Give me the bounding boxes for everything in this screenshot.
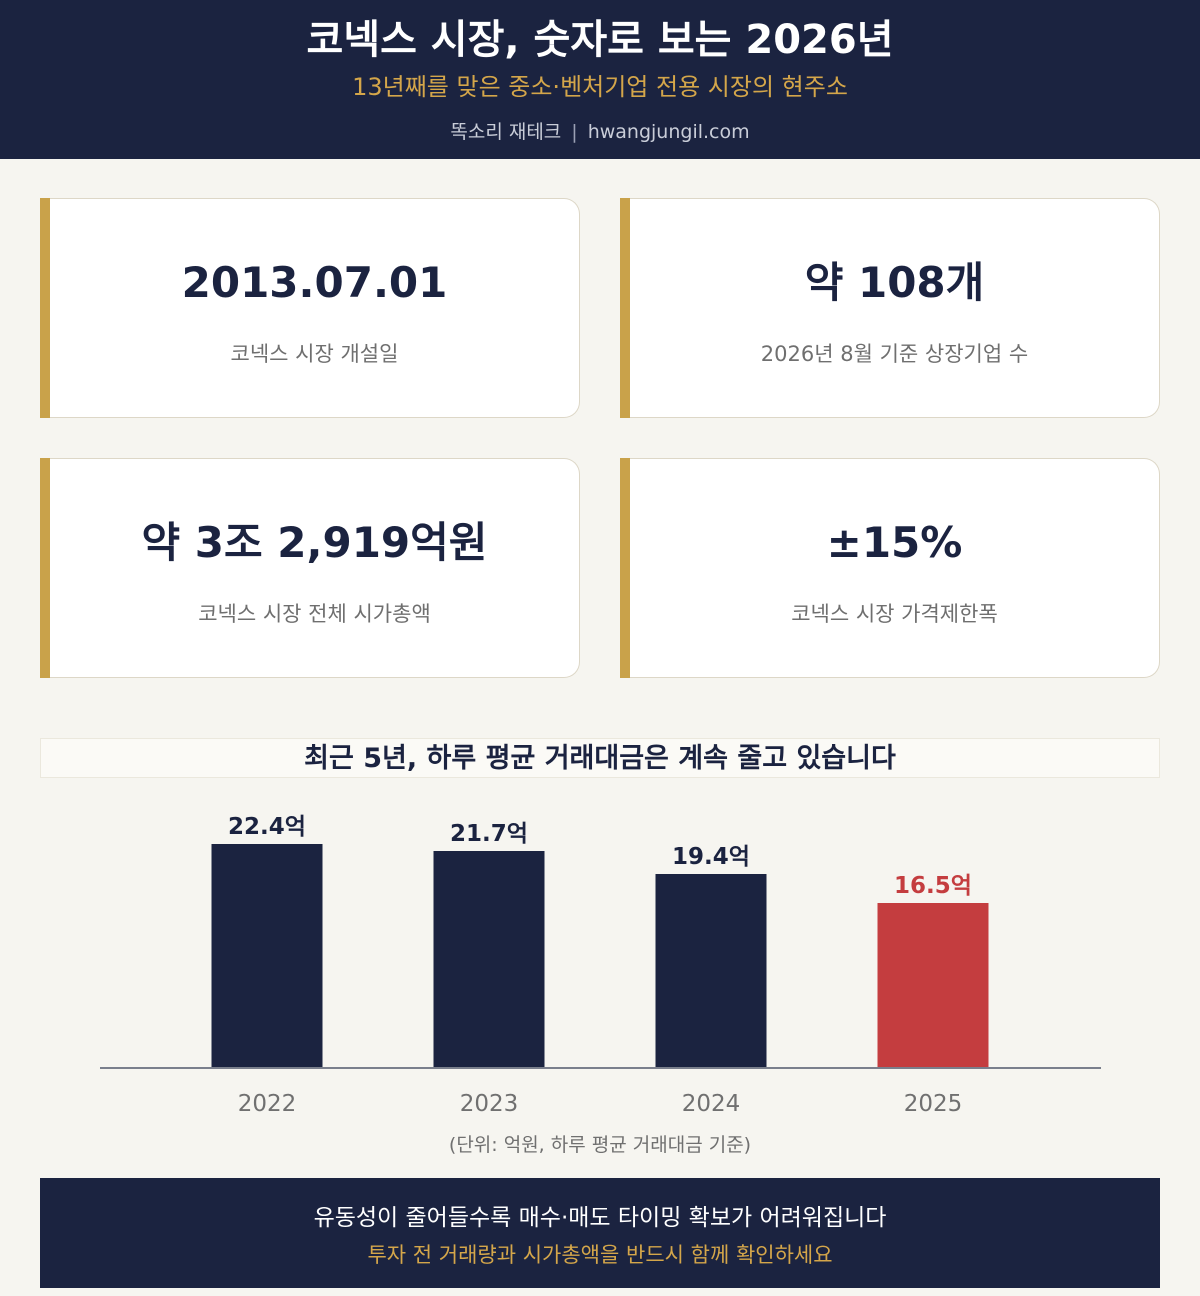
bar-value-label-2025: 16.5억: [894, 873, 972, 899]
bar-value-label-2022: 22.4억: [228, 814, 306, 840]
stat-value: 약 108개: [804, 258, 985, 307]
credit-separator: |: [571, 121, 578, 143]
stat-value: ±15%: [826, 518, 963, 567]
credit-line: 똑소리 재테크 | hwangjungil.com: [0, 118, 1200, 146]
stat-value: 약 3조 2,919억원: [141, 518, 488, 567]
card-accent-bar: [40, 198, 50, 418]
bar-2022: [211, 844, 323, 1068]
bar-2023: [433, 851, 545, 1068]
x-tick-label-2024: 2024: [682, 1091, 741, 1117]
stat-label: 2026년 8월 기준 상장기업 수: [760, 342, 1029, 366]
footer-banner: 유동성이 줄어들수록 매수·매도 타이밍 확보가 어려워집니다 투자 전 거래량…: [40, 1178, 1160, 1288]
bar-chart: 22.4억 2022 21.7억 2023 19.4억 2024 16.5억 2025 (단위:…: [100, 814, 1101, 1156]
stat-label: 코넥스 시장 가격제한폭: [791, 602, 998, 626]
chart-title: 최근 5년, 하루 평균 거래대금은 계속 줄고 있습니다: [40, 738, 1160, 778]
footer-advice: 투자 전 거래량과 시가총액을 반드시 함께 확인하세요: [367, 1243, 833, 1267]
x-tick-label-2022: 2022: [238, 1091, 297, 1117]
bar-value-label-2023: 21.7억: [450, 821, 528, 847]
stat-label: 코넥스 시장 전체 시가총액: [198, 602, 431, 626]
stat-card-market-cap: 약 3조 2,919억원 코넥스 시장 전체 시가총액: [40, 458, 580, 678]
stat-card-price-limit: ±15% 코넥스 시장 가격제한폭: [620, 458, 1160, 678]
card-accent-bar: [40, 458, 50, 678]
credit-site: hwangjungil.com: [587, 121, 750, 143]
x-tick-label-2023: 2023: [460, 1091, 519, 1117]
bar-2024: [655, 874, 767, 1068]
stat-value: 2013.07.01: [181, 258, 448, 307]
page-subtitle: 13년째를 맞은 중소·벤처기업 전용 시장의 현주소: [352, 73, 848, 101]
card-accent-bar: [620, 458, 630, 678]
bar-value-label-2024: 19.4억: [672, 844, 750, 870]
page-title: 코넥스 시장, 숫자로 보는 2026년: [306, 17, 894, 63]
card-accent-bar: [620, 198, 630, 418]
header-banner: 코넥스 시장, 숫자로 보는 2026년 13년째를 맞은 중소·벤처기업 전용…: [0, 0, 1200, 159]
footer-message: 유동성이 줄어들수록 매수·매도 타이밍 확보가 어려워집니다: [313, 1205, 887, 1231]
x-tick-label-2025: 2025: [904, 1091, 963, 1117]
stat-card-listed-count: 약 108개 2026년 8월 기준 상장기업 수: [620, 198, 1160, 418]
credit-name: 똑소리 재테크: [450, 121, 562, 143]
chart-unit-note: (단위: 억원, 하루 평균 거래대금 기준): [449, 1134, 751, 1156]
bar-2025: [877, 903, 989, 1068]
stat-card-open-date: 2013.07.01 코넥스 시장 개설일: [40, 198, 580, 418]
stat-label: 코넥스 시장 개설일: [230, 342, 399, 366]
